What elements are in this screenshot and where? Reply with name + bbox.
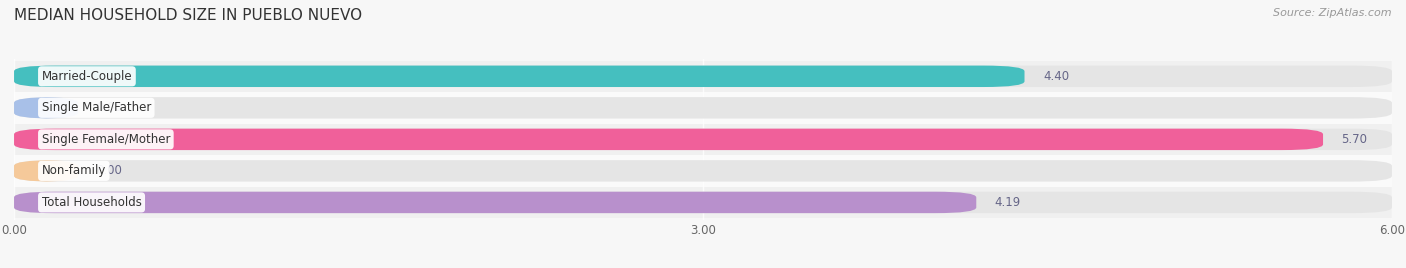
FancyBboxPatch shape — [14, 61, 1392, 92]
FancyBboxPatch shape — [14, 155, 1392, 187]
Text: Source: ZipAtlas.com: Source: ZipAtlas.com — [1274, 8, 1392, 18]
Text: MEDIAN HOUSEHOLD SIZE IN PUEBLO NUEVO: MEDIAN HOUSEHOLD SIZE IN PUEBLO NUEVO — [14, 8, 363, 23]
Text: Single Male/Father: Single Male/Father — [42, 101, 150, 114]
Text: Total Households: Total Households — [42, 196, 142, 209]
FancyBboxPatch shape — [14, 92, 1392, 124]
FancyBboxPatch shape — [14, 97, 1392, 118]
FancyBboxPatch shape — [14, 97, 79, 118]
Text: 4.19: 4.19 — [994, 196, 1021, 209]
FancyBboxPatch shape — [14, 187, 1392, 218]
Text: 4.40: 4.40 — [1043, 70, 1069, 83]
FancyBboxPatch shape — [14, 124, 1392, 155]
Text: 0.00: 0.00 — [97, 164, 122, 177]
FancyBboxPatch shape — [14, 66, 1025, 87]
FancyBboxPatch shape — [14, 160, 79, 182]
FancyBboxPatch shape — [14, 129, 1323, 150]
Text: Non-family: Non-family — [42, 164, 105, 177]
FancyBboxPatch shape — [14, 192, 1392, 213]
Text: 0.00: 0.00 — [97, 101, 122, 114]
FancyBboxPatch shape — [14, 192, 976, 213]
Text: 5.70: 5.70 — [1341, 133, 1368, 146]
Text: Married-Couple: Married-Couple — [42, 70, 132, 83]
FancyBboxPatch shape — [14, 129, 1392, 150]
FancyBboxPatch shape — [14, 160, 1392, 182]
Text: Single Female/Mother: Single Female/Mother — [42, 133, 170, 146]
FancyBboxPatch shape — [14, 66, 1392, 87]
